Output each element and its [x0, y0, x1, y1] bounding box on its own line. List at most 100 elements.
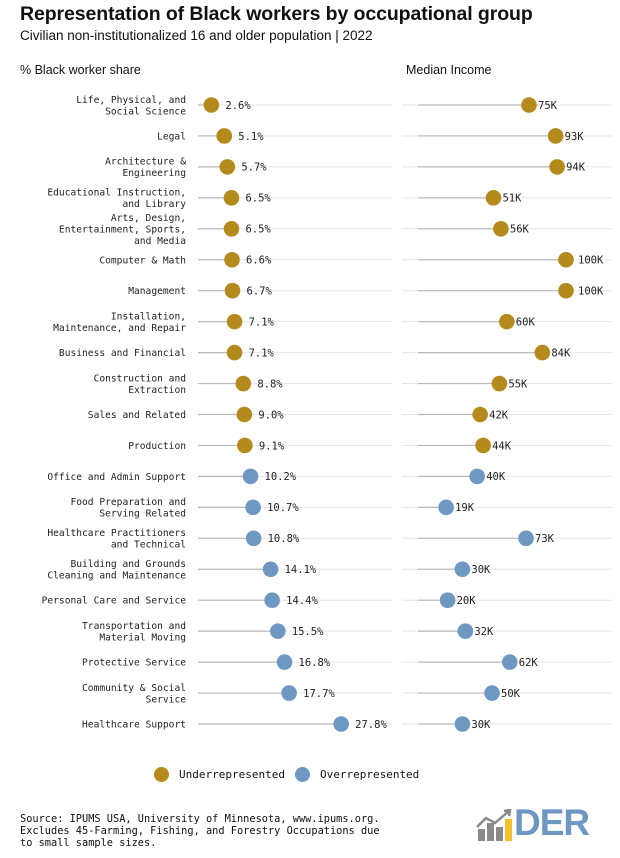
category-label: Installation, Maintenance, and Repair	[53, 311, 186, 334]
income-value-label: 73K	[535, 533, 555, 545]
share-dot	[223, 221, 240, 237]
share-dot	[270, 623, 286, 639]
income-dot	[558, 251, 574, 268]
legend-swatch-overrepresented	[294, 767, 310, 782]
share-value-label: 6.5%	[245, 224, 271, 236]
category-label: Building and Grounds Cleaning and Mainten…	[47, 559, 186, 582]
income-dot	[499, 313, 515, 330]
share-value-label: 7.1%	[249, 316, 275, 328]
income-value-label: 75K	[538, 100, 558, 112]
share-value-label: 7.1%	[249, 347, 275, 359]
category-label: Management	[128, 286, 186, 297]
share-dot	[264, 592, 280, 608]
legend-swatch-underrepresented	[154, 767, 169, 782]
category-label: Sales and Related	[88, 410, 186, 421]
income-value-label: 51K	[502, 193, 522, 205]
income-value-label: 55K	[508, 378, 528, 390]
chart-subtitle: Civilian non-institutionalized 16 and ol…	[20, 28, 373, 43]
share-value-label: 27.8%	[355, 719, 387, 731]
share-value-label: 15.5%	[292, 626, 324, 638]
income-dot	[472, 406, 488, 423]
legend-label-overrepresented: Overrepresented	[319, 768, 420, 781]
income-value-label: 84K	[551, 347, 571, 359]
share-value-label: 14.4%	[286, 595, 318, 607]
share-dot	[242, 468, 259, 485]
income-value-label: 62K	[519, 657, 539, 669]
legend-item-underrepresented: Underrepresented	[154, 767, 285, 782]
share-dot	[226, 344, 243, 361]
income-value-label: 44K	[492, 440, 512, 452]
share-dot	[236, 406, 253, 423]
share-value-label: 6.7%	[247, 286, 273, 298]
income-value-label: 100K	[578, 255, 604, 267]
share-dot	[216, 128, 233, 144]
income-dot	[491, 375, 508, 392]
category-label: Protective Service	[82, 658, 186, 669]
income-value-label: 19K	[455, 502, 475, 514]
income-dot	[484, 685, 500, 701]
income-dot	[547, 128, 564, 144]
category-label: Community & Social Service	[82, 683, 186, 706]
income-value-label: 56K	[510, 224, 530, 236]
category-label: Healthcare Practitioners and Technical	[47, 528, 186, 551]
income-value-label: 20K	[457, 595, 477, 607]
category-label: Legal	[157, 131, 186, 142]
income-dot	[521, 97, 537, 113]
category-label: Educational Instruction, and Library	[47, 188, 186, 211]
share-value-label: 6.5%	[245, 193, 271, 205]
income-dot	[518, 530, 534, 547]
income-dot	[549, 159, 565, 175]
left-panel-label: % Black worker share	[20, 63, 141, 77]
category-label: Transportation and Material Moving	[82, 621, 186, 644]
share-value-label: 2.6%	[225, 100, 251, 112]
category-label: Architecture & Engineering	[105, 157, 186, 180]
category-label: Life, Physical, and Social Science	[76, 95, 186, 118]
legend: Underrepresented Overrepresented	[154, 767, 429, 782]
legend-label-underrepresented: Underrepresented	[179, 768, 285, 781]
income-dot	[493, 221, 509, 237]
share-dot	[281, 685, 297, 701]
income-dot	[534, 344, 551, 361]
category-label: Business and Financial	[59, 348, 186, 359]
logo-text: DER	[514, 802, 590, 843]
share-dot	[224, 282, 241, 299]
share-value-label: 9.0%	[258, 409, 284, 421]
income-value-label: 32K	[474, 626, 494, 638]
legend-item-overrepresented: Overrepresented	[294, 767, 420, 782]
share-value-label: 6.6%	[246, 255, 272, 267]
income-value-label: 40K	[486, 471, 506, 483]
share-value-label: 5.1%	[238, 131, 264, 143]
share-dot	[226, 313, 243, 330]
share-value-label: 9.1%	[259, 440, 285, 452]
share-dot	[224, 251, 240, 268]
share-dot	[333, 716, 349, 732]
share-value-label: 10.2%	[265, 471, 297, 483]
share-dot	[276, 654, 293, 670]
share-dot	[262, 561, 279, 578]
category-label: Arts, Design, Entertainment, Sports, and M…	[59, 213, 186, 247]
category-label: Food Preparation and Serving Related	[70, 497, 186, 519]
income-dot	[469, 468, 486, 485]
share-dot	[237, 437, 253, 454]
share-value-label: 8.8%	[257, 378, 283, 390]
category-label: Production	[128, 441, 186, 452]
category-label: Personal Care and Service	[42, 596, 187, 607]
share-value-label: 16.8%	[299, 657, 331, 669]
income-dot	[454, 561, 471, 578]
income-dot	[439, 592, 456, 608]
income-dot	[438, 499, 454, 516]
share-dot	[223, 190, 240, 206]
income-dot	[485, 190, 502, 206]
category-label: Construction and Extraction	[94, 373, 186, 396]
category-label: Healthcare Support	[82, 720, 186, 731]
share-value-label: 10.7%	[267, 502, 299, 514]
share-dot	[203, 97, 220, 113]
income-dot	[457, 623, 474, 639]
der-logo: DER	[476, 802, 590, 843]
income-value-label: 30K	[471, 719, 491, 731]
income-dot	[501, 654, 518, 670]
income-value-label: 93K	[565, 131, 585, 143]
share-dot	[245, 499, 261, 516]
income-value-label: 94K	[566, 162, 586, 174]
